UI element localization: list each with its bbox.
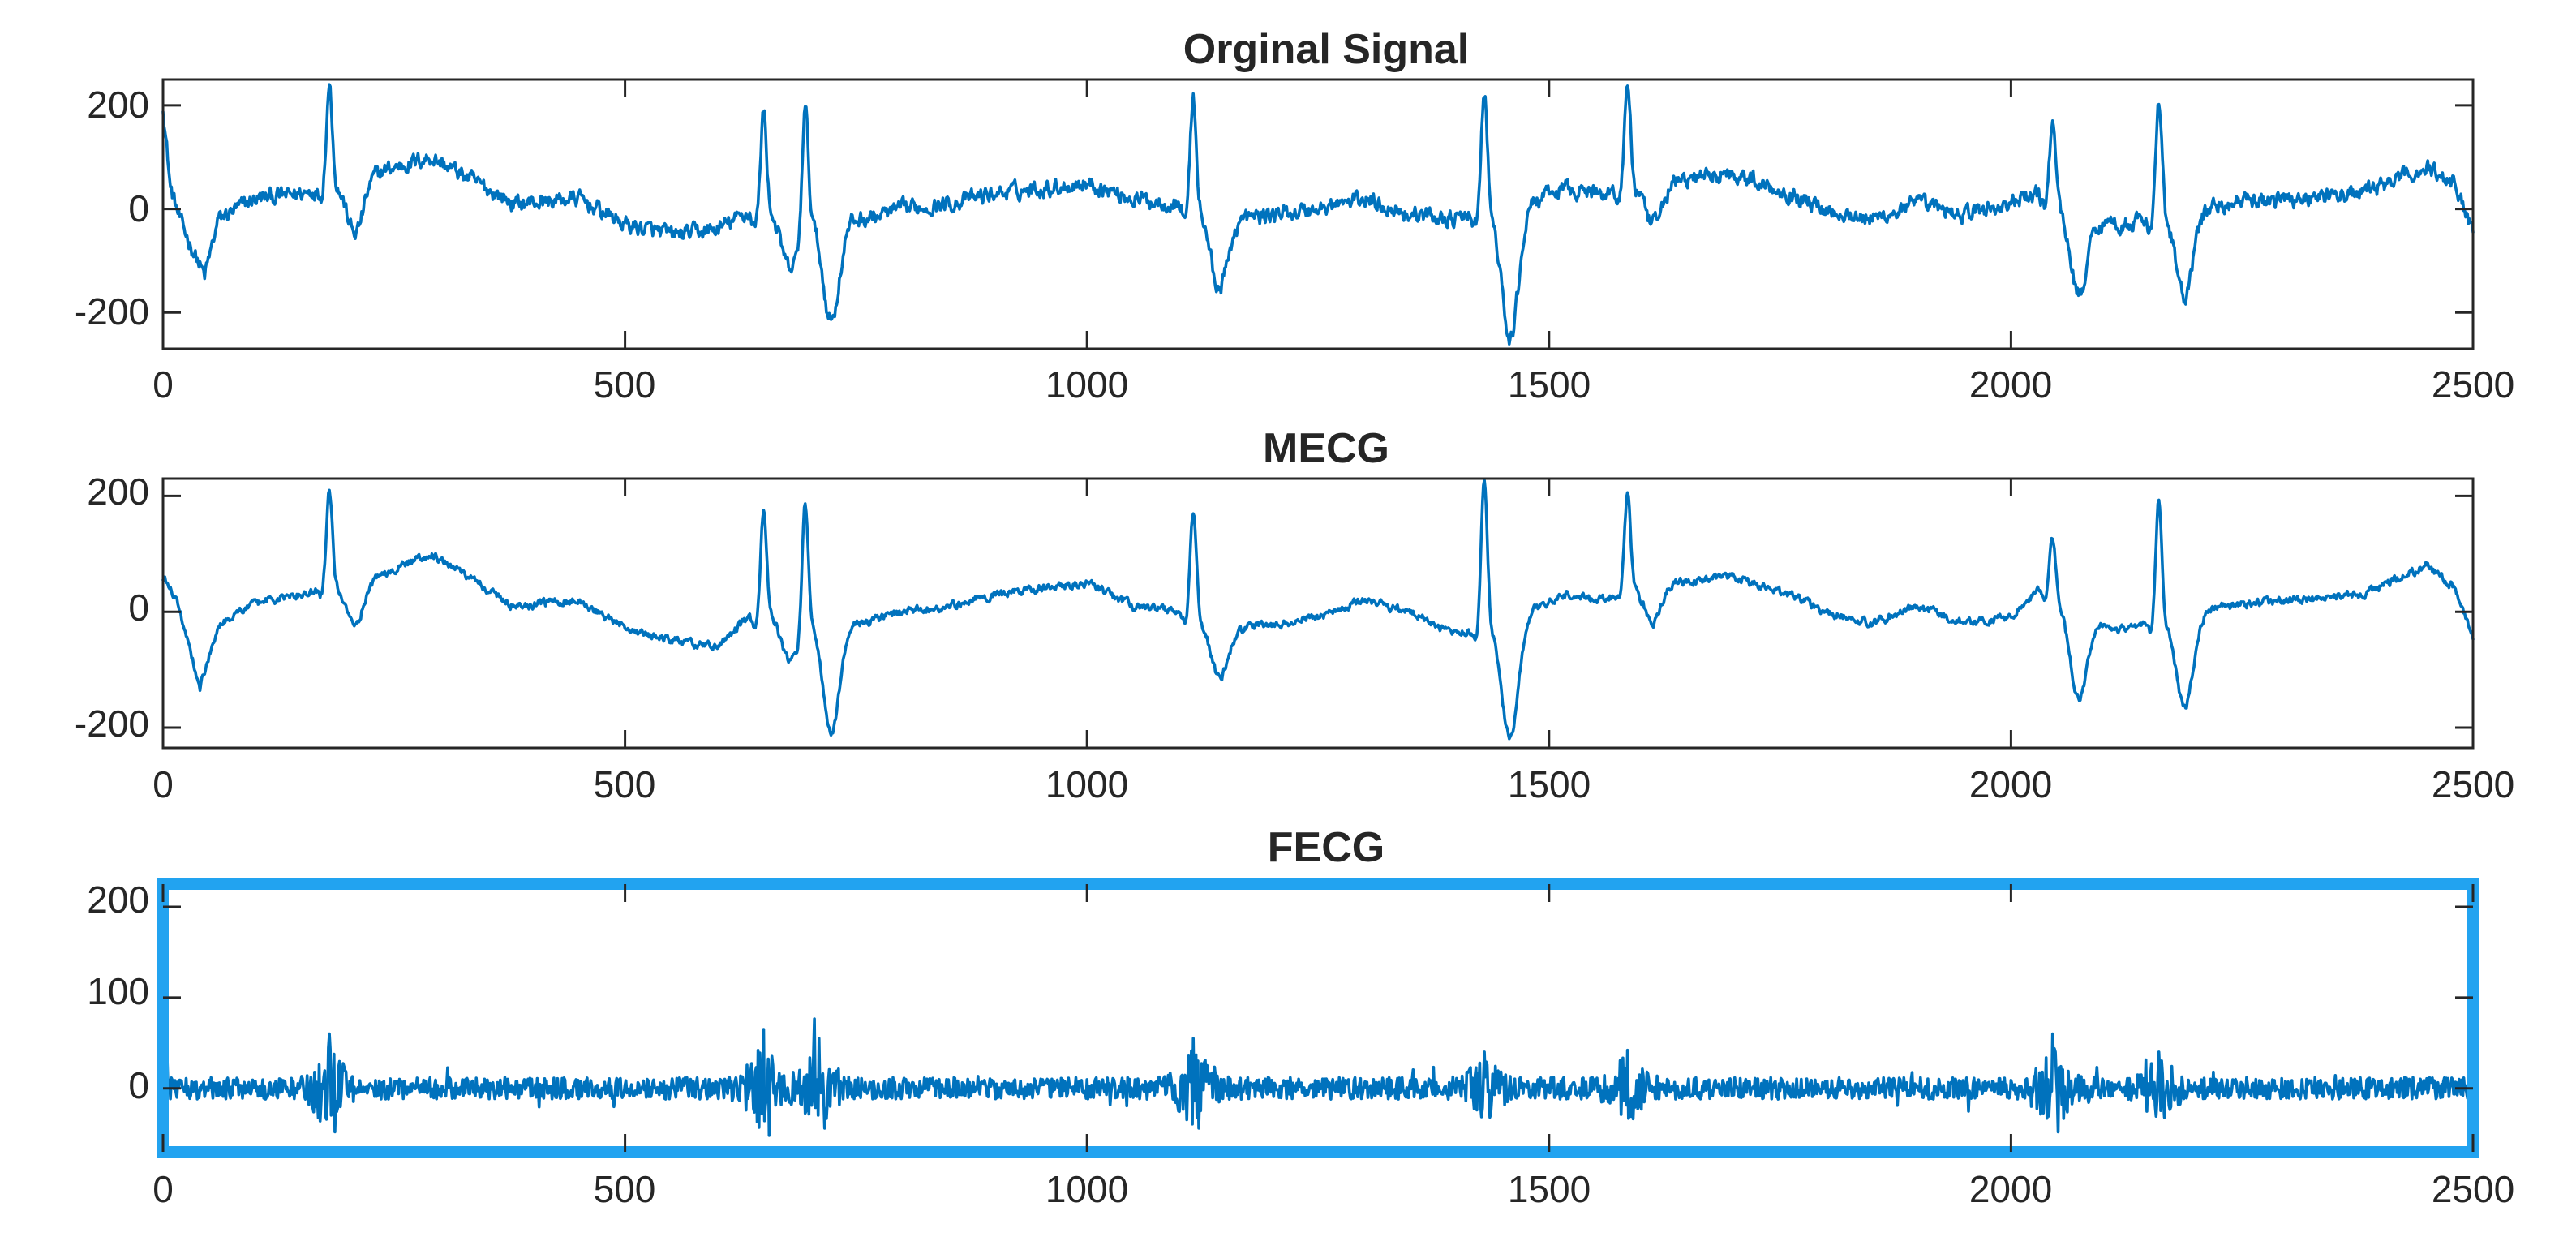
ticks-original bbox=[161, 79, 2475, 349]
trace-layer-fecg bbox=[161, 923, 2475, 1137]
y-tick-label: 200 bbox=[87, 84, 149, 126]
x-tick-label: 0 bbox=[152, 763, 174, 805]
x-tick-label: 500 bbox=[594, 763, 656, 805]
y-tick-label: 0 bbox=[128, 187, 149, 230]
y-tick-labels-fecg: 0 100 200 bbox=[87, 878, 149, 1106]
chart-title-fecg: FECG bbox=[1268, 824, 1385, 871]
x-tick-label: 1000 bbox=[1045, 763, 1128, 805]
x-tick-label: 500 bbox=[594, 363, 656, 406]
series-line bbox=[161, 83, 2475, 346]
series-line bbox=[161, 479, 2475, 741]
y-tick-label: 100 bbox=[87, 970, 149, 1012]
x-tick-label: 2000 bbox=[1969, 1168, 2052, 1210]
x-tick-label: 2500 bbox=[2432, 363, 2514, 406]
x-tick-label: 1000 bbox=[1045, 363, 1128, 406]
x-tick-label: 2500 bbox=[2432, 763, 2514, 805]
x-tick-labels-fecg: 0 500 1000 1500 2000 2500 bbox=[152, 1168, 2514, 1210]
x-tick-label: 0 bbox=[152, 1168, 174, 1210]
subplot-original-signal[interactable]: Orginal Signal 0 500 1000 1500 2000 2500… bbox=[75, 26, 2514, 406]
ticks-fecg bbox=[161, 884, 2475, 1152]
y-tick-label: 0 bbox=[128, 586, 149, 629]
x-tick-label: 2000 bbox=[1969, 763, 2052, 805]
x-tick-labels-original: 0 500 1000 1500 2000 2500 bbox=[152, 363, 2514, 406]
axes-box-original bbox=[161, 78, 2475, 350]
selected-axes-highlight bbox=[157, 878, 2479, 1158]
chart-title-original: Orginal Signal bbox=[1183, 26, 1470, 73]
chart-title-mecg: MECG bbox=[1263, 425, 1389, 472]
subplot-fecg[interactable]: FECG 0 500 1000 1500 2000 2500 0 100 200 bbox=[87, 824, 2514, 1210]
x-tick-label: 1500 bbox=[1508, 763, 1591, 805]
x-tick-label: 1000 bbox=[1045, 1168, 1128, 1210]
y-tick-labels-original: -200 0 200 bbox=[75, 84, 149, 333]
x-tick-label: 0 bbox=[152, 363, 174, 406]
axes-box-fecg bbox=[161, 883, 2475, 1153]
x-tick-label: 1500 bbox=[1508, 1168, 1591, 1210]
subplot-mecg[interactable]: MECG 0 500 1000 1500 2000 2500 -200 0 20… bbox=[75, 425, 2514, 805]
x-tick-label: 500 bbox=[594, 1168, 656, 1210]
y-tick-label: -200 bbox=[75, 702, 149, 745]
y-tick-labels-mecg: -200 0 200 bbox=[75, 470, 149, 745]
trace-layer-original bbox=[161, 83, 2475, 346]
y-tick-label: 200 bbox=[87, 470, 149, 513]
x-tick-labels-mecg: 0 500 1000 1500 2000 2500 bbox=[152, 763, 2514, 805]
axes-box-mecg bbox=[161, 477, 2475, 750]
y-tick-label: -200 bbox=[75, 290, 149, 333]
y-tick-label: 200 bbox=[87, 878, 149, 921]
x-tick-label: 2500 bbox=[2432, 1168, 2514, 1210]
trace-layer-mecg bbox=[161, 479, 2475, 741]
y-tick-label: 0 bbox=[128, 1064, 149, 1106]
x-tick-label: 2000 bbox=[1969, 363, 2052, 406]
x-tick-label: 1500 bbox=[1508, 363, 1591, 406]
ticks-mecg bbox=[161, 479, 2475, 748]
series-line bbox=[161, 923, 2475, 1137]
